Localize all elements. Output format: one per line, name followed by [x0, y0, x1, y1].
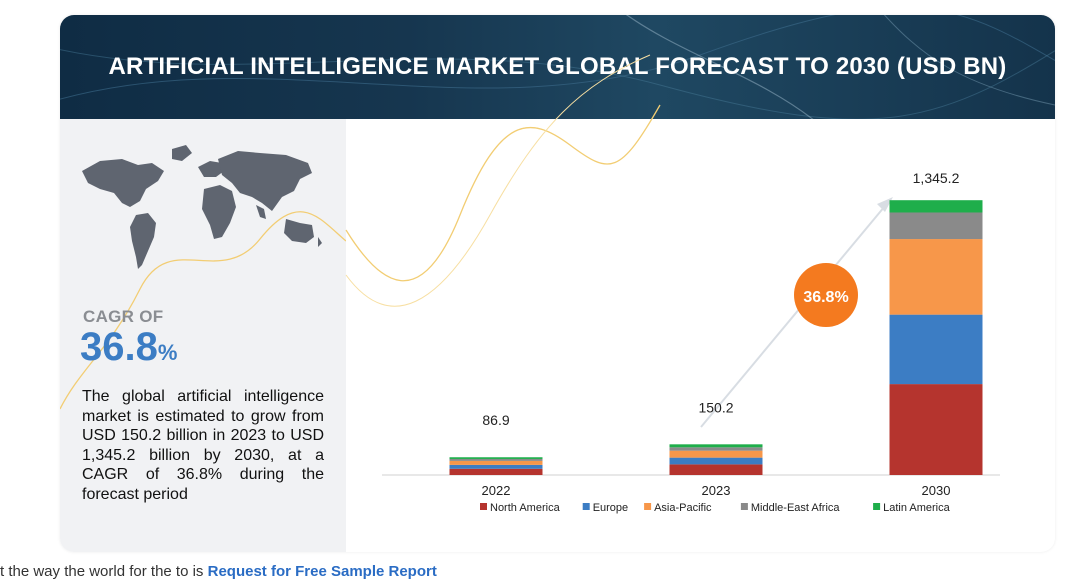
bar-2022-middle-east-africa: [449, 458, 543, 461]
stacked-bar-chart: 36.8% 86.9 2022 150.2 2023 1,345.2 2030 North…: [345, 54, 1000, 514]
growth-arrow-line: [700, 205, 886, 428]
bar-2030-asia-pacific: [889, 239, 983, 315]
bar-2023-europe: [669, 457, 763, 465]
x-tick-2023: 2023: [702, 483, 731, 498]
total-label-2023: 150.2: [698, 399, 733, 415]
title-banner: ARTIFICIAL INTELLIGENCE MARKET GLOBAL FO…: [60, 15, 1055, 119]
x-tick-2030: 2030: [922, 483, 951, 498]
bar-2023-latin-america: [669, 444, 763, 448]
legend-swatch-asia-pacific: [644, 503, 652, 510]
cagr-bubble: [794, 263, 858, 327]
legend-label-north-america: North America: [490, 502, 561, 514]
legend-label-europe: Europe: [593, 502, 628, 514]
cagr-label: CAGR OF: [83, 307, 164, 326]
market-description: The global artificial intelligence marke…: [82, 388, 324, 503]
bar-2022-latin-america: [449, 457, 543, 459]
legend-swatch-north-america: [480, 503, 487, 510]
cagr-value: 36.8%: [80, 325, 177, 370]
total-label-2022: 86.9: [482, 412, 509, 428]
bar-2023-asia-pacific: [669, 450, 763, 458]
legend-swatch-europe: [582, 503, 590, 510]
bar-2022-north-america: [449, 468, 543, 475]
cagr-number: 36.8: [80, 325, 158, 369]
footer-prefix: t the way the world for the to is: [0, 563, 204, 580]
growth-arrow-head: [877, 197, 893, 212]
banner-decoration: [60, 15, 1055, 119]
decorative-wave-line-2: [345, 54, 651, 307]
decorative-wave-line: [345, 104, 661, 282]
legend-swatch-latin-america: [873, 503, 881, 510]
infographic-card: ARTIFICIAL INTELLIGENCE MARKET GLOBAL FO…: [60, 15, 1055, 552]
bar-2030-north-america: [889, 384, 983, 475]
world-map-icon: [82, 145, 322, 269]
legend-label-middle-east-africa: Middle-East Africa: [751, 502, 841, 514]
bar-2023-north-america: [669, 464, 763, 475]
bar-2023-middle-east-africa: [669, 447, 763, 451]
legend-label-asia-pacific: Asia-Pacific: [654, 502, 712, 514]
legend-label-latin-america: Latin America: [883, 502, 951, 514]
free-sample-link[interactable]: Request for Free Sample Report: [207, 563, 437, 580]
page-title: ARTIFICIAL INTELLIGENCE MARKET GLOBAL FO…: [108, 53, 1007, 80]
cagr-unit: %: [157, 340, 178, 365]
bar-2030-middle-east-africa: [889, 212, 983, 240]
bar-2030-latin-america: [889, 200, 983, 213]
bar-2030-europe: [889, 314, 983, 385]
bar-2022-asia-pacific: [449, 460, 543, 465]
decorative-wave: [60, 211, 346, 410]
left-panel: CAGR OF 36.8% The global artificial inte…: [60, 119, 346, 552]
bar-2022-europe: [449, 464, 543, 469]
footer-text: t the way the world for the to is Reques…: [0, 563, 437, 580]
total-label-2030: 1,345.2: [913, 170, 960, 186]
cagr-bubble-label: 36.8%: [803, 289, 848, 306]
x-tick-2022: 2022: [482, 483, 511, 498]
legend-swatch-middle-east-africa: [740, 503, 748, 510]
